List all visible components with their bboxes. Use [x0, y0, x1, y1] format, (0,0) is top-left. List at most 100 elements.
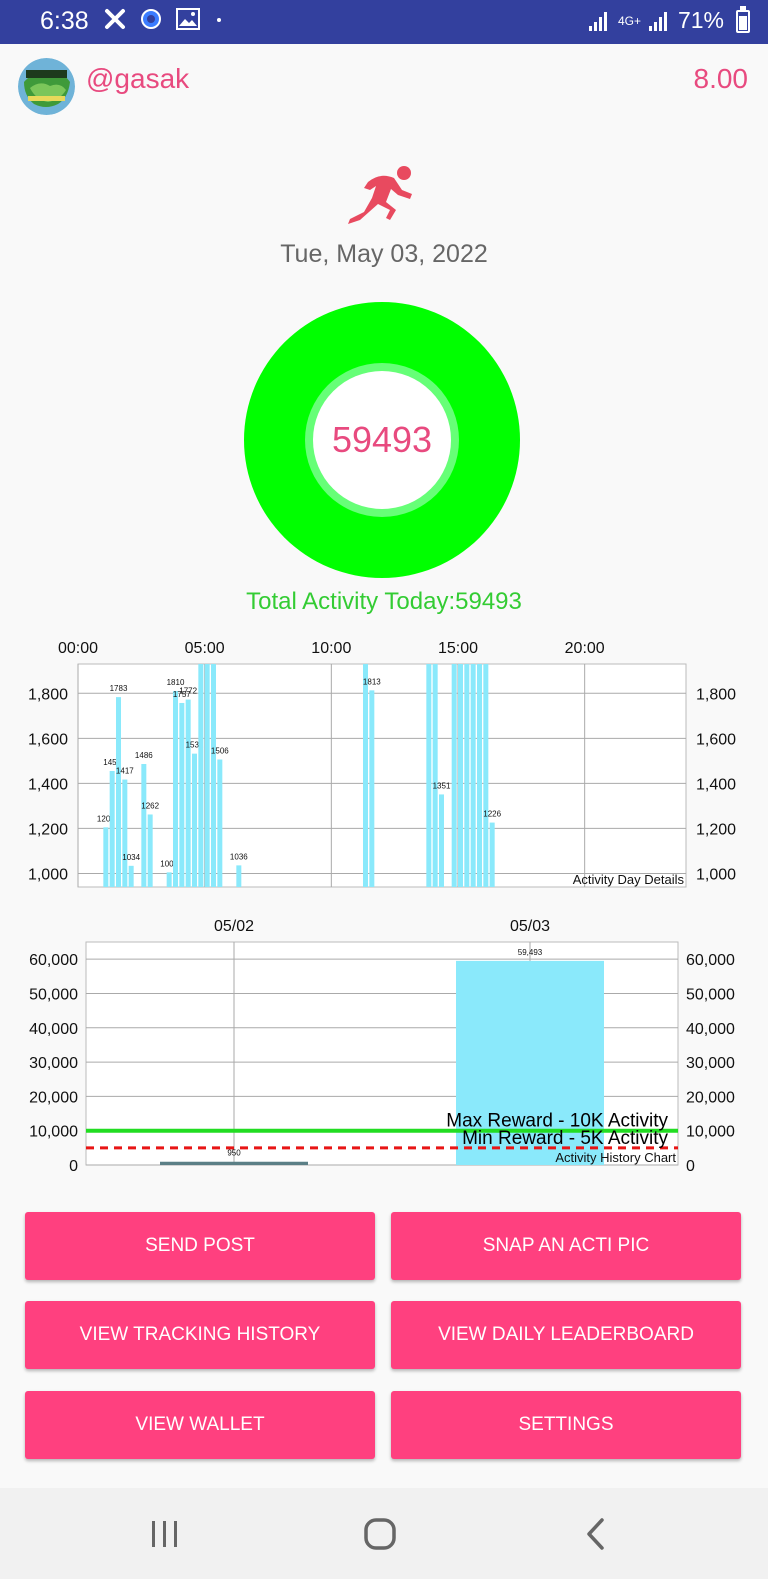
y-tick-label-right: 1,400 — [696, 776, 736, 793]
community-logo-avatar[interactable] — [18, 58, 75, 115]
activity-bar — [198, 664, 204, 887]
status-time: 6:38 — [40, 7, 89, 35]
history-bar — [160, 1161, 308, 1165]
network-type: 4G+ — [617, 13, 641, 28]
plot-area — [77, 663, 687, 888]
activity-bar — [185, 699, 191, 887]
activity-history-chart: 0 0 10,000 10,000 20,000 20,000 30,000 30,000 40… — [29, 918, 735, 1175]
activity-bar — [432, 664, 438, 887]
activity-bar — [363, 664, 368, 887]
activity-ring: 59493 — [242, 300, 522, 580]
y-tick-label-right: 10,000 — [686, 1124, 735, 1141]
back-button[interactable] — [550, 1488, 640, 1579]
home-button[interactable] — [335, 1488, 425, 1579]
close-x-icon — [105, 9, 125, 29]
activity-date: Tue, May 03, 2022 — [280, 240, 488, 268]
bar-value-label: 1772 — [179, 687, 197, 696]
bar-value-label: 1351 — [433, 781, 451, 790]
bar-value-label: 1757 — [173, 690, 191, 699]
max-reward-label: Max Reward - 10K Activity — [446, 1111, 668, 1132]
y-tick-label-left: 1,600 — [28, 731, 68, 748]
min-reward-label: Min Reward - 5K Activity — [462, 1128, 668, 1149]
snap-acti-pic-button[interactable]: SNAP AN ACTI PIC — [391, 1212, 741, 1280]
activity-bar — [128, 865, 134, 887]
y-tick-label-right: 20,000 — [686, 1089, 735, 1106]
activity-bar — [477, 664, 482, 887]
activity-bar — [451, 664, 457, 887]
bar-value-label: 1813 — [363, 677, 381, 686]
dot-icon — [217, 18, 221, 22]
y-tick-label-left: 30,000 — [29, 1055, 78, 1072]
battery-icon — [736, 6, 750, 33]
bar-value-label: 1506 — [211, 747, 229, 756]
activity-bar — [179, 702, 185, 887]
chart-legend-label: Activity History Chart — [555, 1150, 676, 1165]
activity-bar — [236, 865, 242, 887]
activity-bar — [204, 664, 210, 887]
view-tracking-history-button[interactable]: VIEW TRACKING HISTORY — [25, 1301, 375, 1369]
activity-bar — [122, 779, 128, 887]
battery-percent: 71% — [677, 7, 724, 33]
y-tick-label-left: 1,000 — [28, 866, 68, 883]
y-tick-label-left: 1,800 — [28, 686, 68, 703]
y-tick-label-left: 0 — [69, 1158, 78, 1175]
y-tick-label-right: 30,000 — [686, 1055, 735, 1072]
bar-value-label: 1486 — [135, 751, 153, 760]
view-wallet-button[interactable]: VIEW WALLET — [25, 1391, 375, 1459]
bar-value-label: 1205 — [97, 814, 115, 823]
bar-value-label: 59,493 — [518, 948, 543, 957]
recent-apps-button[interactable] — [120, 1488, 210, 1579]
y-tick-label-right: 1,800 — [696, 686, 736, 703]
y-tick-label-left: 1,400 — [28, 776, 68, 793]
bar-value-label: 950 — [227, 1149, 241, 1158]
y-tick-label-left: 40,000 — [29, 1021, 78, 1038]
bar-value-label: 1417 — [116, 767, 134, 776]
home-icon — [364, 1517, 396, 1550]
send-post-button[interactable]: SEND POST — [25, 1212, 375, 1280]
circle-app-icon — [141, 9, 161, 29]
signal-icon — [588, 11, 607, 31]
bar-value-label: 1455 — [103, 758, 121, 767]
y-tick-label-right: 0 — [686, 1158, 695, 1175]
y-tick-label-right: 60,000 — [686, 952, 735, 969]
app-header: @gasak 8.00 — [0, 58, 768, 118]
settings-button[interactable]: SETTINGS — [391, 1391, 741, 1459]
x-category-label: 05/03 — [510, 918, 550, 935]
bar-value-label: 1532 — [186, 741, 204, 750]
activity-bar — [217, 759, 223, 887]
total-activity-label: Total Activity Today:59493 — [246, 588, 522, 615]
x-tick-label: 10:00 — [311, 640, 351, 657]
y-tick-label-right: 1,000 — [696, 866, 736, 883]
bar-value-label: 1783 — [110, 684, 128, 693]
activity-bar — [464, 664, 470, 887]
view-daily-leaderboard-button[interactable]: VIEW DAILY LEADERBOARD — [391, 1301, 741, 1369]
bar-value-label: 1226 — [483, 810, 501, 819]
y-tick-label-right: 40,000 — [686, 1021, 735, 1038]
x-category-label: 05/02 — [214, 918, 254, 935]
bar-value-label: 1005 — [160, 859, 178, 868]
recent-apps-icon — [152, 1520, 177, 1547]
x-tick-label: 20:00 — [565, 640, 605, 657]
x-tick-label: 05:00 — [185, 640, 225, 657]
activity-bar — [439, 794, 444, 887]
x-tick-label: 15:00 — [438, 640, 478, 657]
ring-value: 59493 — [331, 419, 433, 460]
signal-icon — [648, 11, 667, 31]
activity-bar — [116, 697, 121, 887]
activity-bar — [426, 664, 432, 887]
activity-bar — [211, 664, 216, 887]
bar-value-label: 1034 — [122, 853, 140, 862]
y-tick-label-left: 60,000 — [29, 952, 78, 969]
bar-value-label: 1036 — [230, 852, 248, 861]
status-bar: 6:38 4G+ 71% — [0, 0, 768, 44]
activity-bar — [166, 872, 172, 887]
back-icon — [587, 1517, 604, 1550]
wallet-balance: 8.00 — [693, 63, 749, 94]
activity-bar — [173, 691, 178, 887]
y-tick-label-left: 1,200 — [28, 821, 68, 838]
activity-bar — [489, 822, 495, 887]
activity-bar — [103, 827, 109, 887]
gallery-icon — [176, 8, 200, 30]
y-tick-label-right: 1,600 — [696, 731, 736, 748]
activity-day-chart: 1,000 1,000 1,200 1,200 1,400 1,400 1,600 1,600… — [28, 640, 736, 888]
